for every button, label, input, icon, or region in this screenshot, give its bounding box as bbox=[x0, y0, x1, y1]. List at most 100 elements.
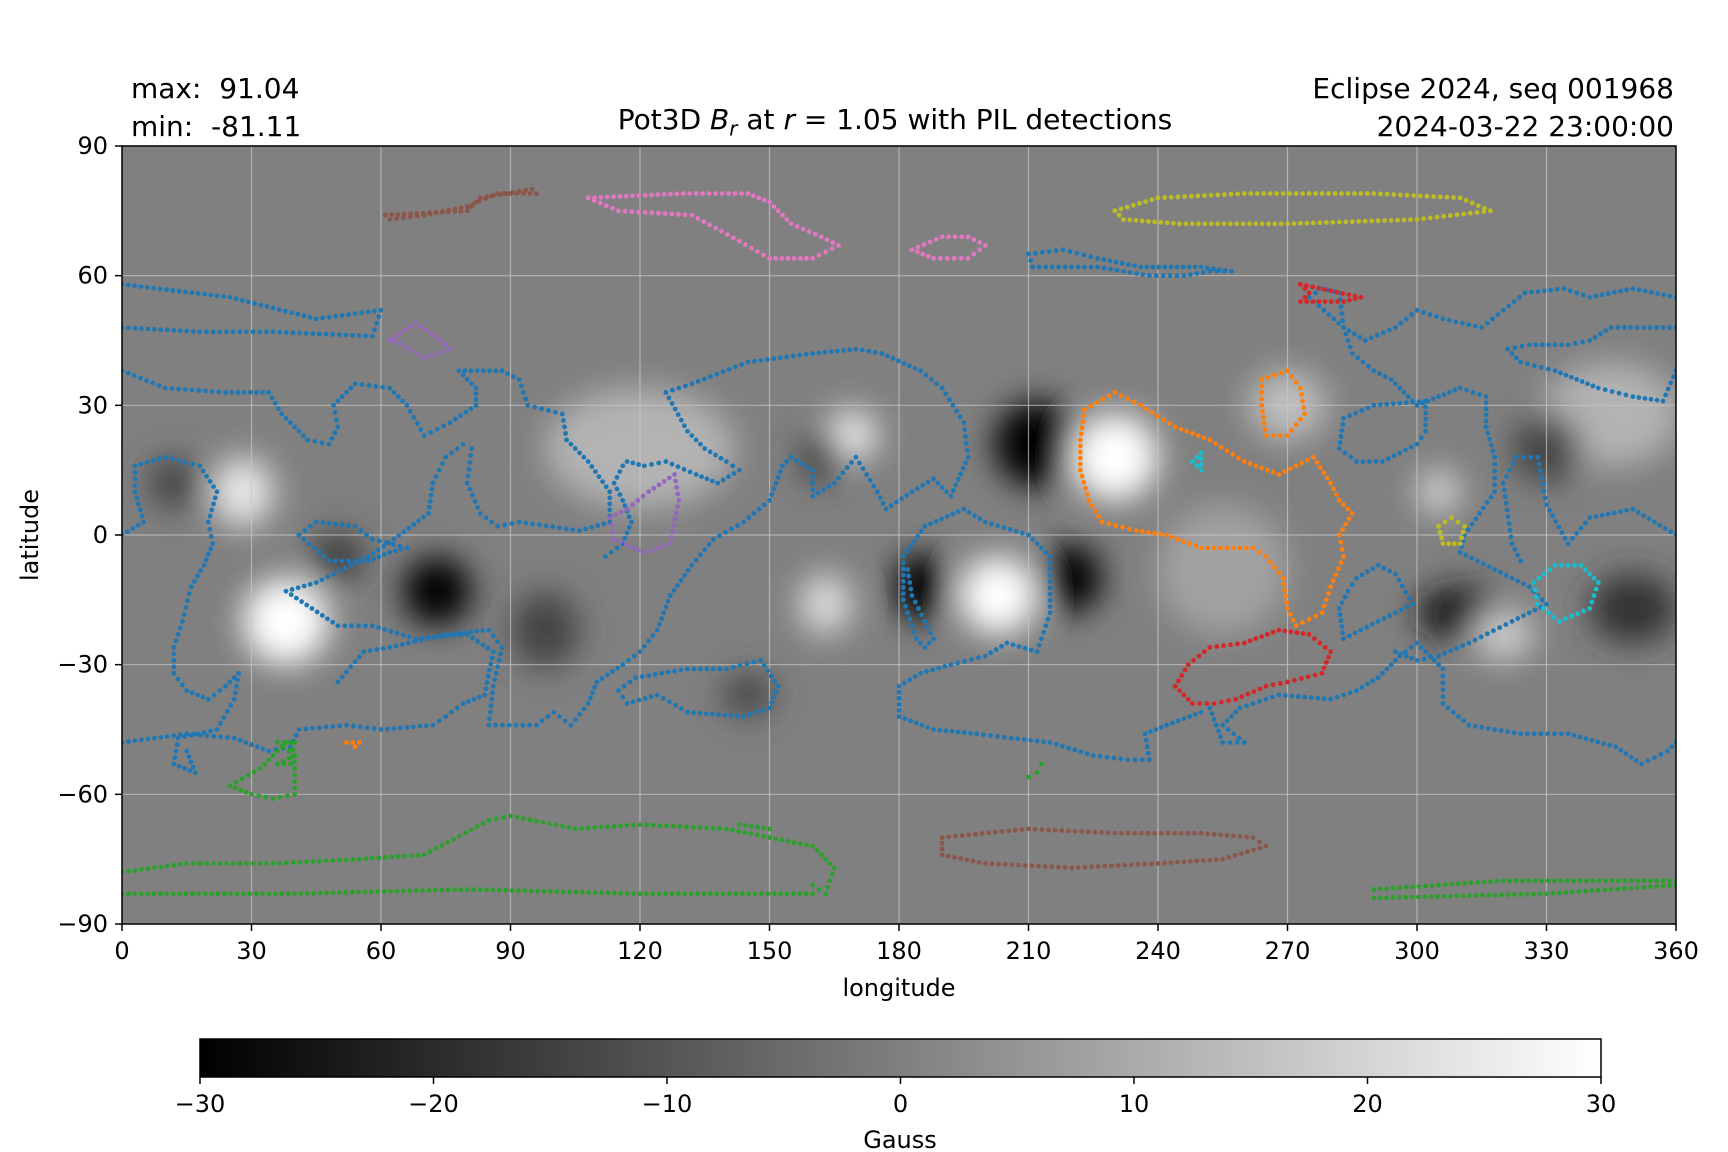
pil-point bbox=[594, 679, 600, 685]
pil-point bbox=[1487, 879, 1493, 885]
pil-point bbox=[1282, 628, 1288, 634]
pil-point bbox=[401, 215, 406, 221]
pil-point bbox=[1428, 894, 1434, 900]
pil-point bbox=[1101, 257, 1107, 263]
pil-point bbox=[443, 714, 449, 719]
pil-point bbox=[1375, 218, 1381, 224]
pil-point bbox=[336, 332, 342, 338]
pil-point bbox=[689, 562, 695, 568]
x-tick-label: 0 bbox=[114, 937, 129, 965]
pil-point bbox=[189, 690, 195, 696]
pil-point bbox=[1342, 594, 1348, 600]
pil-point bbox=[864, 472, 870, 477]
pil-point bbox=[791, 255, 797, 261]
pil-point bbox=[739, 891, 745, 897]
pil-point bbox=[346, 312, 352, 317]
colorbar-label: Gauss bbox=[863, 1126, 937, 1152]
pil-point bbox=[914, 486, 920, 491]
pil-point bbox=[568, 722, 574, 728]
pil-point bbox=[1497, 625, 1503, 631]
pil-point bbox=[1210, 266, 1216, 272]
title-var-sub: r bbox=[729, 116, 738, 141]
pil-point bbox=[1019, 827, 1025, 832]
pil-point bbox=[249, 742, 254, 748]
pil-point bbox=[1380, 670, 1385, 676]
pil-point bbox=[626, 525, 632, 530]
pil-point bbox=[693, 472, 699, 477]
pil-point bbox=[376, 855, 382, 861]
pil-point bbox=[1341, 415, 1347, 421]
pil-point bbox=[301, 583, 307, 589]
pil-point bbox=[589, 524, 595, 530]
pil-point bbox=[1270, 682, 1276, 688]
pil-point bbox=[208, 534, 214, 539]
pil-point bbox=[931, 636, 936, 642]
pil-point bbox=[1448, 893, 1453, 899]
pil-point bbox=[416, 518, 422, 524]
pil-point bbox=[999, 643, 1004, 649]
pil-point bbox=[1565, 541, 1571, 547]
pil-point bbox=[676, 211, 681, 217]
pil-point bbox=[257, 329, 263, 335]
pil-point bbox=[493, 722, 499, 728]
pil-point bbox=[1298, 385, 1303, 391]
pil-point bbox=[270, 796, 276, 802]
pil-point bbox=[1526, 342, 1532, 348]
pil-point bbox=[187, 768, 193, 773]
pil-point bbox=[966, 832, 972, 838]
pil-point bbox=[130, 526, 136, 531]
pil-point bbox=[945, 853, 951, 859]
pil-point bbox=[447, 346, 453, 352]
x-tick-label: 180 bbox=[876, 937, 922, 965]
pil-point bbox=[1591, 575, 1597, 581]
pil-point bbox=[339, 313, 345, 318]
pil-point bbox=[1193, 543, 1198, 549]
pil-point bbox=[1062, 865, 1068, 870]
pil-point bbox=[661, 479, 667, 484]
pil-point bbox=[485, 645, 491, 651]
pil-point bbox=[158, 734, 164, 740]
pil-point bbox=[1099, 519, 1105, 525]
pil-point bbox=[181, 612, 187, 617]
pil-point bbox=[624, 459, 630, 464]
pil-point bbox=[1367, 459, 1372, 464]
pil-point bbox=[223, 329, 229, 335]
pil-point bbox=[1421, 216, 1427, 222]
pil-point bbox=[1461, 211, 1467, 217]
pil-point bbox=[1423, 428, 1429, 434]
pil-point bbox=[1218, 545, 1223, 551]
pil-point bbox=[912, 365, 918, 371]
pil-point bbox=[1466, 722, 1472, 728]
pil-point bbox=[649, 192, 654, 198]
pil-point bbox=[592, 684, 598, 690]
pil-point bbox=[1097, 753, 1103, 759]
pil-point bbox=[1306, 191, 1312, 196]
pil-point bbox=[1341, 554, 1347, 560]
pil-point bbox=[452, 416, 458, 422]
colorbar-tick-label: −10 bbox=[642, 1090, 693, 1118]
pil-point bbox=[1539, 878, 1545, 884]
pil-point bbox=[232, 690, 238, 696]
pil-point bbox=[331, 571, 336, 577]
pil-point bbox=[1019, 530, 1025, 536]
pil-point bbox=[434, 426, 440, 432]
pil-point bbox=[326, 521, 332, 526]
pil-point bbox=[1359, 572, 1365, 578]
pil-point bbox=[810, 891, 816, 897]
pil-point bbox=[1416, 883, 1422, 889]
pil-point bbox=[164, 891, 170, 897]
pil-point bbox=[568, 441, 574, 447]
pil-point bbox=[671, 588, 677, 593]
pil-point bbox=[883, 506, 889, 512]
pil-point bbox=[707, 449, 713, 455]
pil-point bbox=[250, 861, 256, 866]
pil-point bbox=[184, 688, 190, 693]
pil-point bbox=[1039, 636, 1044, 642]
pil-point bbox=[487, 667, 492, 673]
pil-point bbox=[922, 523, 928, 529]
pil-point bbox=[344, 740, 349, 745]
pil-point bbox=[1473, 893, 1479, 898]
pil-point bbox=[454, 705, 460, 711]
pil-point bbox=[1313, 191, 1318, 196]
pil-point bbox=[1488, 442, 1494, 448]
